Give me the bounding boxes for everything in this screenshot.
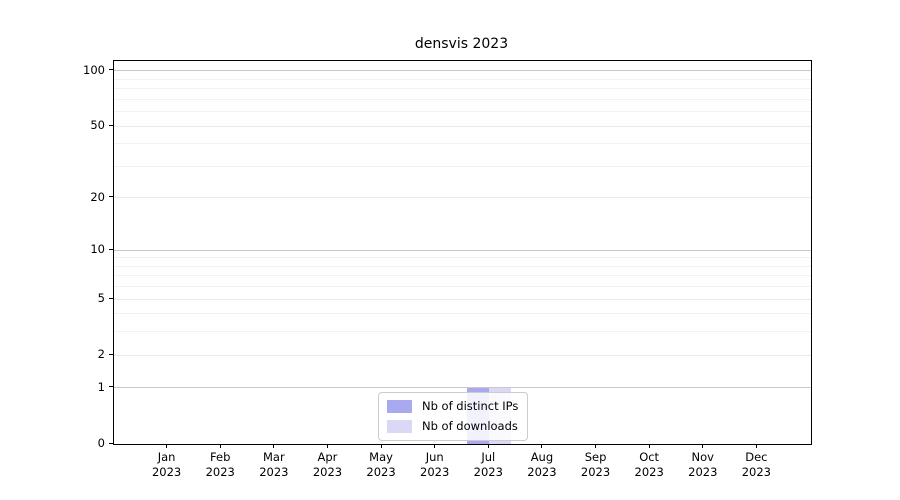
legend-item-downloads: Nb of downloads [387,418,518,434]
y-tick-label: 5 [97,291,105,306]
y-tick-label: 10 [90,242,105,257]
x-tick-label: Jun 2023 [420,450,450,479]
y-minor-gridline [114,313,811,315]
y-minor-gridline [114,98,811,100]
y-axis-tick [109,297,113,299]
y-minor-gridline [114,111,811,113]
legend-swatch-distinct-ips [387,399,412,413]
y-major-gridline [114,298,811,300]
y-minor-gridline [114,265,811,267]
y-minor-gridline [114,331,811,333]
y-minor-gridline [114,286,811,288]
x-tick-label: Jul 2023 [473,450,503,479]
y-axis-tick [109,124,113,126]
y-major-gridline [114,354,811,356]
legend-item-distinct-ips: Nb of distinct IPs [387,398,518,414]
y-axis-tick [109,442,113,444]
x-axis-tick [273,444,275,448]
y-major-gridline [114,197,811,199]
y-minor-gridline [114,78,811,80]
y-minor-gridline [114,257,811,259]
y-tick-label: 100 [83,62,105,77]
x-axis-tick [166,444,168,448]
x-axis-tick [487,444,489,448]
x-axis-tick [595,444,597,448]
x-tick-label: Apr 2023 [312,450,343,479]
x-tick-label: Sep 2023 [580,450,611,479]
x-tick-label: May 2023 [366,450,396,479]
y-minor-gridline [114,143,811,145]
y-tick-label: 2 [97,347,105,362]
y-axis-tick [109,196,113,198]
y-major-gridline [114,70,811,72]
x-axis-tick [434,444,436,448]
x-tick-label: Feb 2023 [205,450,235,479]
y-major-gridline [114,249,811,251]
y-axis-tick [109,386,113,388]
y-tick-label: 1 [97,379,105,394]
x-axis-tick [541,444,543,448]
y-axis-tick [109,69,113,71]
y-minor-gridline [114,88,811,90]
x-tick-label: Jan 2023 [151,450,182,479]
legend-label-distinct-ips: Nb of distinct IPs [422,399,519,413]
legend-label-downloads: Nb of downloads [422,419,518,433]
y-major-gridline [114,387,811,389]
x-axis-tick [219,444,221,448]
x-tick-label: Nov 2023 [688,450,718,479]
x-tick-label: Dec 2023 [741,450,772,479]
y-axis-tick [109,248,113,250]
chart-title: densvis 2023 [414,36,509,52]
x-tick-label: Oct 2023 [634,450,664,479]
y-tick-label: 0 [97,436,105,450]
y-axis-tick [109,353,113,355]
y-tick-label: 20 [90,189,105,204]
x-tick-label: Mar 2023 [259,450,289,479]
x-axis-tick [755,444,757,448]
legend: Nb of distinct IPs Nb of downloads [378,392,529,441]
plot-area [113,60,812,445]
x-axis-tick [648,444,650,448]
x-axis-tick [702,444,704,448]
x-axis-tick [326,444,328,448]
x-axis-tick [380,444,382,448]
y-major-gridline [114,125,811,127]
y-minor-gridline [114,275,811,277]
y-minor-gridline [114,165,811,167]
x-tick-label: Aug 2023 [527,450,557,479]
legend-swatch-downloads [387,419,412,433]
y-tick-label: 50 [90,118,105,133]
